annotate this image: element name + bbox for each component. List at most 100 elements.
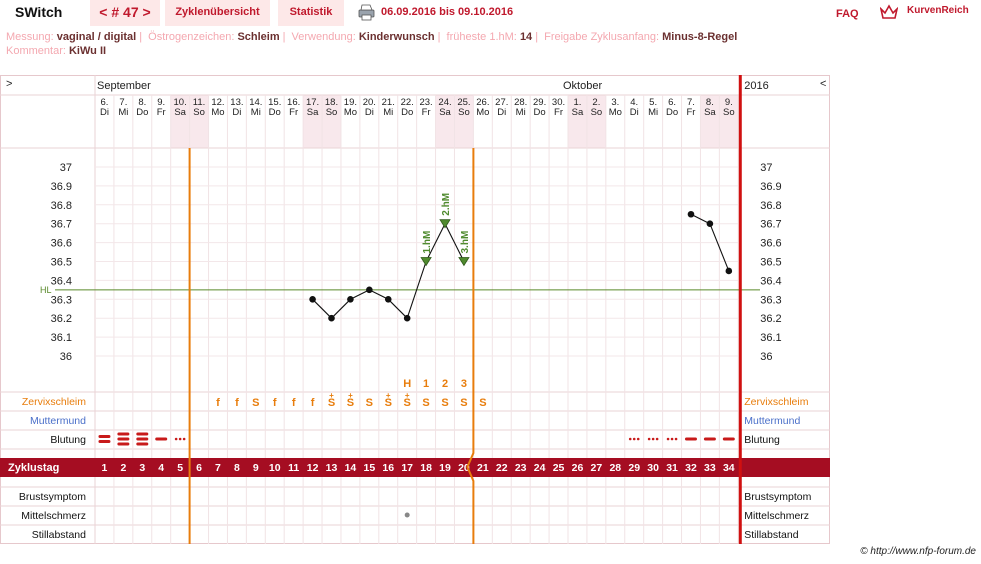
cycle-day-number: 12: [307, 462, 319, 474]
y-tick-label-right: 36.8: [760, 200, 781, 212]
collapse-right-button[interactable]: <: [820, 78, 826, 90]
cycle-nav-button[interactable]: < # 47 >: [90, 0, 160, 26]
weekday-label: Mo: [476, 107, 489, 118]
cycle-day-number: 27: [591, 462, 603, 474]
cycle-day-number: 17: [401, 462, 413, 474]
temp-point: [687, 210, 695, 218]
temp-point: [403, 314, 411, 322]
y-tick-label-right: 36.6: [760, 238, 781, 250]
faq-link[interactable]: FAQ: [836, 8, 859, 20]
verwendung-label: Verwendung:: [291, 31, 356, 43]
day-date-label: 11.: [193, 97, 206, 108]
day-date-label: 26.: [476, 97, 489, 108]
peak-label: 2: [442, 378, 448, 390]
temp-line-segment: [331, 298, 351, 319]
day-date-label: 1.: [573, 97, 581, 108]
cover-line-vertical: [466, 148, 475, 544]
chart-frame: [0, 75, 830, 544]
weekday-label: Mi: [118, 107, 128, 118]
weekend-shade: [700, 95, 720, 148]
zervix-symbol: f: [235, 397, 239, 409]
day-date-label: 18.: [325, 97, 338, 108]
cycle-day-number: 31: [666, 462, 678, 474]
tab-statistics[interactable]: Statistik: [278, 0, 344, 26]
day-date-label: 20.: [363, 97, 376, 108]
cycle-day-number: 2: [120, 462, 126, 474]
cycle-day-number: 33: [704, 462, 716, 474]
temp-point: [347, 296, 354, 303]
still-row-label-right: Stillabstand: [744, 529, 798, 541]
bleeding-mark: [98, 440, 111, 443]
freigabe-label: Freigabe Zyklusanfang:: [544, 31, 660, 43]
zervix-row-label-right: Zervixschleim: [744, 396, 808, 408]
temp-line-segment: [709, 223, 730, 272]
weekday-label: Do: [269, 107, 281, 118]
day-date-label: 7.: [119, 97, 127, 108]
tab-cycle-overview[interactable]: Zyklenübersicht: [165, 0, 270, 26]
day-date-label: 22.: [401, 97, 414, 108]
weekday-label: So: [193, 107, 205, 118]
day-date-label: 17.: [306, 97, 319, 108]
cycle-day-number: 26: [572, 462, 584, 474]
blutung-row-label: Blutung: [50, 434, 86, 446]
y-tick-label-right: 36.7: [760, 219, 781, 231]
mittel-row-label-right: Mittelschmerz: [744, 510, 809, 522]
weekday-label: So: [591, 107, 603, 118]
weekday-label: Fr: [686, 107, 695, 118]
y-tick-label: 36.4: [51, 275, 72, 287]
day-date-label: 6.: [100, 97, 108, 108]
weekend-shade: [303, 95, 323, 148]
printer-icon[interactable]: [357, 4, 376, 21]
kommentar-value: KiWu II: [68, 45, 107, 57]
temp-line-segment: [444, 223, 465, 262]
bleeding-mark: [684, 437, 697, 441]
weekend-shade: [322, 95, 341, 148]
temp-point: [328, 314, 335, 322]
info-line-1: Messung: vaginal / digital | Östrogenzeic…: [6, 31, 738, 43]
weekday-label: Sa: [439, 107, 451, 118]
weekday-label: Fr: [157, 107, 166, 118]
y-tick-label: 36.5: [51, 257, 72, 269]
weekday-label: Fr: [422, 107, 431, 118]
higher-temp-marker: [420, 257, 432, 267]
y-tick-label-right: 36.3: [760, 294, 781, 306]
cycle-day-number: 34: [723, 462, 735, 474]
temp-line-segment: [425, 223, 446, 262]
day-date-label: 25.: [457, 97, 470, 108]
temp-point: [384, 296, 392, 303]
weekday-label: Di: [232, 107, 241, 118]
messung-value: vaginal / digital: [56, 31, 137, 43]
crown-logo-icon[interactable]: [880, 3, 898, 21]
higher-temp-marker: [458, 257, 470, 267]
temp-line-segment: [312, 298, 332, 319]
cycle-day-number: 1: [102, 462, 108, 474]
cycle-day-number: 24: [534, 462, 546, 474]
brust-row-label: Brustsymptom: [19, 491, 86, 503]
fruehest-label: früheste 1.hM:: [446, 31, 517, 43]
collapse-left-button[interactable]: >: [6, 78, 12, 90]
weekday-label: Mo: [211, 107, 224, 118]
weekend-shade: [568, 95, 587, 148]
blutung-row-label-right: Blutung: [744, 434, 780, 446]
higher-temp-marker: [439, 219, 451, 229]
temp-line-segment: [406, 261, 427, 319]
weekday-label: Mi: [383, 107, 393, 118]
spotting-mark: [178, 437, 182, 441]
weekday-label: Mi: [648, 107, 658, 118]
spotting-mark: [632, 437, 636, 441]
verwendung-value: Kinderwunsch: [358, 31, 435, 43]
day-date-label: 13.: [230, 97, 243, 108]
cycle-day-number: 14: [345, 462, 357, 474]
date-range: 06.09.2016 bis 09.10.2016: [381, 6, 514, 18]
y-tick-label: 36: [60, 351, 72, 363]
spotting-mark: [655, 437, 659, 441]
zervix-symbol: S: [460, 397, 467, 409]
peak-label: H: [403, 378, 411, 390]
day-date-label: 7.: [687, 97, 695, 108]
day-date-label: 27.: [495, 97, 508, 108]
zervix-plus-symbol: +: [348, 391, 353, 400]
weekday-label: Mi: [251, 107, 261, 118]
brand-name[interactable]: KurvenReich: [907, 5, 969, 16]
weekday-label: Mo: [609, 107, 622, 118]
zervix-symbol: S: [252, 397, 259, 409]
